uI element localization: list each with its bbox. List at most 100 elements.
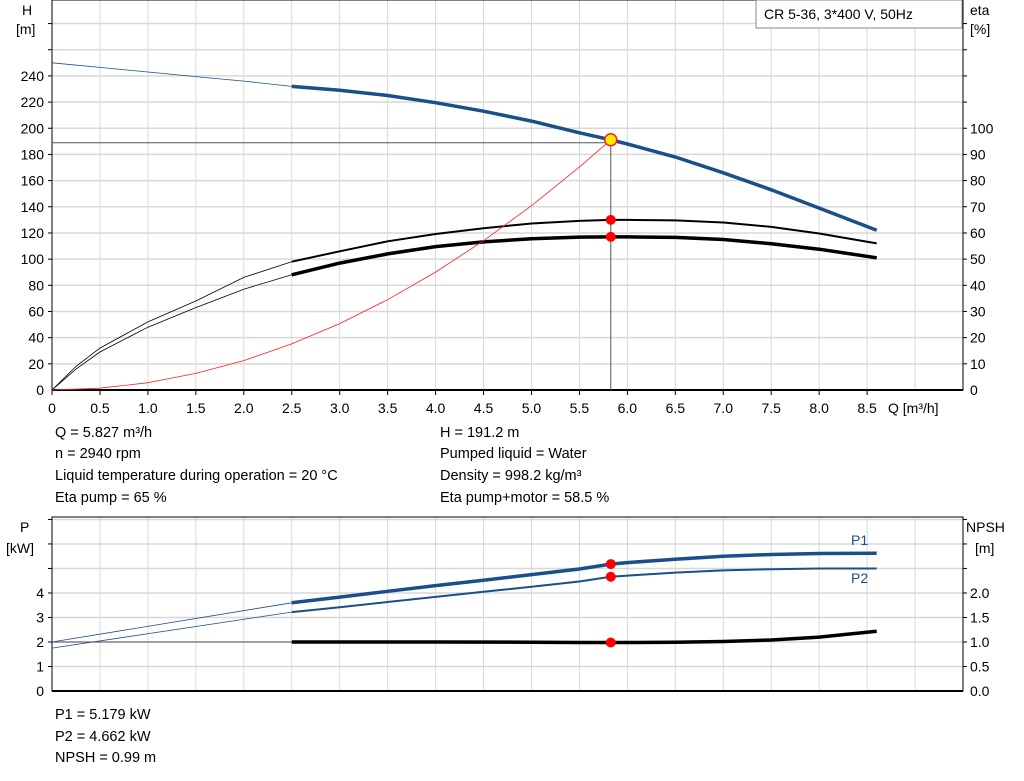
legend-text: CR 5-36, 3*400 V, 50Hz xyxy=(764,6,913,22)
top-grid xyxy=(52,0,963,390)
top-series xyxy=(51,62,878,391)
info-h: H = 191.2 m xyxy=(440,425,520,441)
y-right-tick-label: 30 xyxy=(970,303,986,319)
x-tick-label: 8.0 xyxy=(809,400,829,416)
y-right-label-bottom: NPSH xyxy=(966,519,1005,535)
info-density: Density = 998.2 kg/m³ xyxy=(440,468,582,484)
x-tick-label: 6.5 xyxy=(666,400,686,416)
eta-pump-point xyxy=(605,214,616,225)
bottom-axes: 0 1 2 3 4 0.0 0.5 1.0 1.5 2.0 xyxy=(36,516,990,699)
y-right-tick-label: 1.0 xyxy=(970,634,990,650)
top-axes: 0 20 40 60 80 100 120 140 160 180 200 220 240 0 10 20 30… xyxy=(21,0,994,416)
y-right-tick-label: 0.0 xyxy=(970,683,990,699)
y-left-tick-label: 4 xyxy=(36,585,44,601)
y-right-tick-label: 40 xyxy=(970,277,986,293)
p1-series-label: P1 xyxy=(851,532,868,548)
y-left-tick-label: 200 xyxy=(21,120,45,136)
y-left-tick-label: 160 xyxy=(21,173,45,189)
series-eta_pump xyxy=(291,218,877,263)
y-right-tick-label: 10 xyxy=(970,356,986,372)
x-tick-label: 4.0 xyxy=(426,400,446,416)
x-tick-label: 1.5 xyxy=(186,400,206,416)
info-eta-pump: Eta pump = 65 % xyxy=(55,490,167,506)
y-right-tick-label: 0.5 xyxy=(970,658,990,674)
x-tick-label: 8.5 xyxy=(857,400,877,416)
y-left-tick-label: 220 xyxy=(21,94,45,110)
series-eta_pump-extrapolated xyxy=(51,261,292,391)
y-left-tick-label: 0 xyxy=(36,683,44,699)
y-left-tick-label: 240 xyxy=(21,68,45,84)
eta-pump-motor-point xyxy=(605,231,616,242)
y-left-tick-label: 3 xyxy=(36,609,44,625)
x-tick-label: 4.5 xyxy=(474,400,494,416)
p1-point xyxy=(605,559,616,570)
y-left-label-bottom: P xyxy=(20,519,29,535)
bottom-grid xyxy=(52,517,963,691)
y-left-unit-bottom: [kW] xyxy=(6,540,34,556)
y-left-tick-label: 140 xyxy=(21,199,45,215)
x-tick-label: 3.0 xyxy=(330,400,350,416)
y-left-tick-label: 0 xyxy=(36,382,44,398)
y-left-label-top: H xyxy=(22,2,32,18)
y-right-tick-label: 90 xyxy=(970,146,986,162)
y-left-tick-label: 60 xyxy=(28,303,44,319)
x-tick-label: 0 xyxy=(48,400,56,416)
series-eta_pump_motor-extrapolated xyxy=(51,274,292,391)
x-tick-label: 0.5 xyxy=(90,400,110,416)
x-axis-label: Q [m³/h] xyxy=(888,400,939,416)
y-right-tick-label: 2.0 xyxy=(970,585,990,601)
series-P1 xyxy=(291,551,877,605)
duty-point xyxy=(604,133,618,147)
series-eta_pump_motor xyxy=(291,235,877,277)
y-right-tick-label: 70 xyxy=(970,199,986,215)
y-right-unit-top: [%] xyxy=(970,21,990,37)
y-right-unit-bottom: [m] xyxy=(975,540,994,556)
y-right-tick-label: 80 xyxy=(970,173,986,189)
x-tick-label: 5.5 xyxy=(570,400,590,416)
series-system xyxy=(51,139,612,391)
y-right-tick-label: 0 xyxy=(970,382,978,398)
x-tick-label: 7.5 xyxy=(761,400,781,416)
p2-series-label: P2 xyxy=(851,570,868,586)
npsh-point xyxy=(605,637,616,648)
info-q: Q = 5.827 m³/h xyxy=(55,425,153,441)
y-left-unit-top: [m] xyxy=(16,21,35,37)
y-left-tick-label: 20 xyxy=(28,356,44,372)
x-tick-label: 2.5 xyxy=(282,400,302,416)
y-right-tick-label: 100 xyxy=(970,120,994,136)
y-left-tick-label: 100 xyxy=(21,251,45,267)
p2-point xyxy=(605,571,616,582)
series-P1-extrapolated xyxy=(51,602,292,643)
x-tick-label: 3.5 xyxy=(378,400,398,416)
series-H-extrapolated xyxy=(51,62,292,87)
x-tick-label: 5.0 xyxy=(522,400,542,416)
y-left-tick-label: 40 xyxy=(28,330,44,346)
x-tick-label: 2.0 xyxy=(234,400,254,416)
bottom-series xyxy=(51,551,877,649)
x-tick-label: 6.0 xyxy=(618,400,638,416)
y-right-tick-label: 60 xyxy=(970,225,986,241)
y-left-tick-label: 120 xyxy=(21,225,45,241)
x-tick-label: 7.0 xyxy=(714,400,734,416)
y-left-tick-label: 80 xyxy=(28,277,44,293)
y-left-tick-label: 180 xyxy=(21,146,45,162)
info-eta-pump-motor: Eta pump+motor = 58.5 % xyxy=(440,490,610,506)
series-H xyxy=(291,84,878,232)
y-right-tick-label: 50 xyxy=(970,251,986,267)
info-npsh: NPSH = 0.99 m xyxy=(55,750,157,766)
info-n: n = 2940 rpm xyxy=(55,446,141,462)
legend-box xyxy=(755,0,963,29)
info-liquid-temp: Liquid temperature during operation = 20… xyxy=(55,468,338,484)
y-right-tick-label: 20 xyxy=(970,330,986,346)
info-p1: P1 = 5.179 kW xyxy=(55,707,151,723)
series-NPSH xyxy=(291,629,877,645)
info-p2: P2 = 4.662 kW xyxy=(55,729,151,745)
x-tick-label: 1.0 xyxy=(138,400,158,416)
y-left-tick-label: 2 xyxy=(36,634,44,650)
plot-frame xyxy=(51,516,964,692)
y-right-label-top: eta xyxy=(970,2,990,18)
series-P2 xyxy=(291,567,877,614)
y-right-tick-label: 1.5 xyxy=(970,609,990,625)
info-pumped-liquid: Pumped liquid = Water xyxy=(440,446,587,462)
